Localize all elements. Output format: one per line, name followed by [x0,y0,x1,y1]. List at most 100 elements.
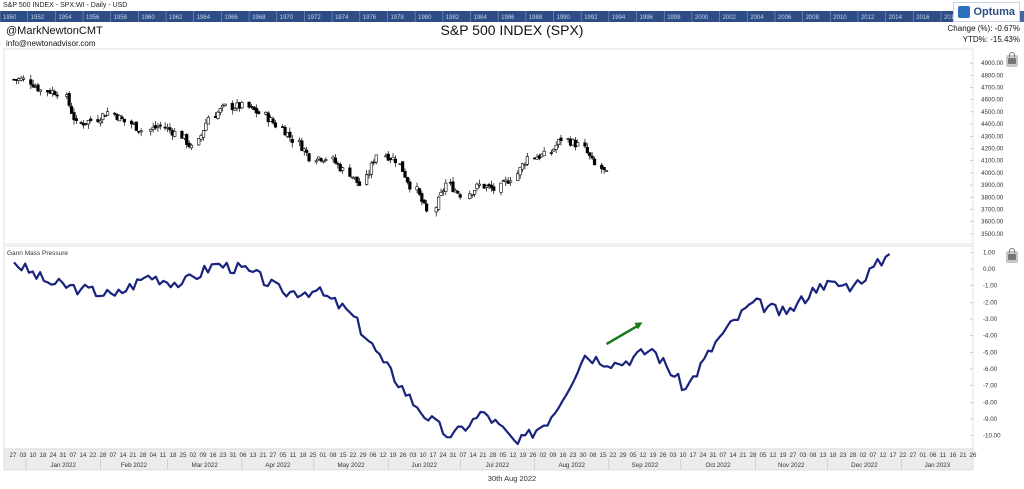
candle[interactable] [314,160,318,163]
candle[interactable] [197,138,201,146]
candle[interactable] [69,106,74,114]
year-label[interactable]: 1992 [584,15,598,21]
candle[interactable] [559,137,563,141]
candle[interactable] [230,102,234,111]
gann-mass-pressure-line[interactable] [13,253,891,446]
candle[interactable] [233,108,237,111]
candle[interactable] [74,118,78,121]
candle[interactable] [336,163,340,165]
candle[interactable] [55,94,59,97]
candle[interactable] [218,108,222,113]
year-label[interactable]: 2008 [806,15,820,21]
candle[interactable] [288,131,292,138]
candle[interactable] [36,84,40,92]
candle[interactable] [391,156,395,161]
year-label[interactable]: 1962 [169,15,183,21]
candle[interactable] [187,142,191,147]
candle[interactable] [72,112,76,121]
candle[interactable] [472,190,477,195]
candle[interactable] [201,130,206,138]
year-label[interactable]: 1984 [473,15,487,21]
candle[interactable] [103,115,107,117]
candle[interactable] [120,116,124,120]
candle[interactable] [437,196,441,210]
candle[interactable] [96,119,100,123]
year-label[interactable]: 2018 [944,15,958,21]
year-label[interactable]: 1996 [640,15,654,21]
candle[interactable] [305,149,309,153]
year-label[interactable]: 2004 [750,15,764,21]
candle[interactable] [405,177,410,183]
year-label[interactable]: 2000 [695,15,709,21]
candle[interactable] [156,126,160,129]
year-label[interactable]: 1956 [86,15,100,21]
candle[interactable] [408,181,412,190]
year-label[interactable]: 1960 [141,15,155,21]
candle[interactable] [221,105,225,108]
candle[interactable] [307,153,311,162]
year-label[interactable]: 2006 [778,15,792,21]
year-label[interactable]: 1988 [529,15,543,21]
candle[interactable] [525,156,529,165]
candle[interactable] [393,158,398,164]
candle[interactable] [549,152,553,154]
candle[interactable] [468,193,472,199]
candle[interactable] [516,173,520,181]
year-label[interactable]: 1966 [224,15,238,21]
candle[interactable] [300,140,304,151]
candle[interactable] [206,116,210,125]
candle[interactable] [273,122,278,128]
year-label[interactable]: 1970 [280,15,294,21]
candle[interactable] [321,160,326,163]
candle[interactable] [417,188,422,195]
candle[interactable] [53,91,57,96]
candle[interactable] [31,84,35,88]
candle[interactable] [29,79,33,85]
candle[interactable] [523,164,527,166]
candle[interactable] [475,183,479,189]
candle[interactable] [290,138,294,143]
candle[interactable] [420,193,424,202]
candle[interactable] [257,111,261,115]
candle[interactable] [168,127,172,131]
candle[interactable] [508,180,513,183]
candle[interactable] [369,162,374,175]
year-label[interactable]: 1976 [363,15,377,21]
candle[interactable] [158,124,162,127]
candle[interactable] [105,111,110,116]
candle[interactable] [554,144,558,150]
year-label[interactable]: 2010 [833,15,847,21]
candle[interactable] [444,182,448,192]
candle[interactable] [552,148,556,152]
candle[interactable] [86,119,90,125]
candle[interactable] [185,134,189,145]
year-label[interactable]: 1980 [418,15,432,21]
candle[interactable] [542,150,546,157]
year-label[interactable]: 1964 [197,15,211,21]
year-label[interactable]: 1982 [446,15,460,21]
year-label[interactable]: 1986 [501,15,515,21]
year-label[interactable]: 2014 [889,15,903,21]
candle[interactable] [484,185,489,188]
candle[interactable] [134,121,138,131]
candle[interactable] [189,144,194,149]
candle[interactable] [139,130,143,133]
candle[interactable] [520,163,525,170]
candle[interactable] [333,157,338,164]
lock-icon[interactable] [1006,248,1018,263]
candle[interactable] [79,122,83,124]
candle[interactable] [204,122,208,131]
year-label[interactable]: 1954 [58,15,72,21]
year-label[interactable]: 1978 [390,15,404,21]
candle[interactable] [590,155,594,159]
candle[interactable] [499,182,503,193]
year-label[interactable]: 1968 [252,15,266,21]
candle[interactable] [470,194,474,196]
candle[interactable] [113,112,117,115]
candle[interactable] [401,161,405,172]
candle[interactable] [458,194,462,198]
candle[interactable] [434,207,438,213]
candle[interactable] [223,103,227,106]
candle[interactable] [348,167,352,177]
candle[interactable] [583,142,587,147]
